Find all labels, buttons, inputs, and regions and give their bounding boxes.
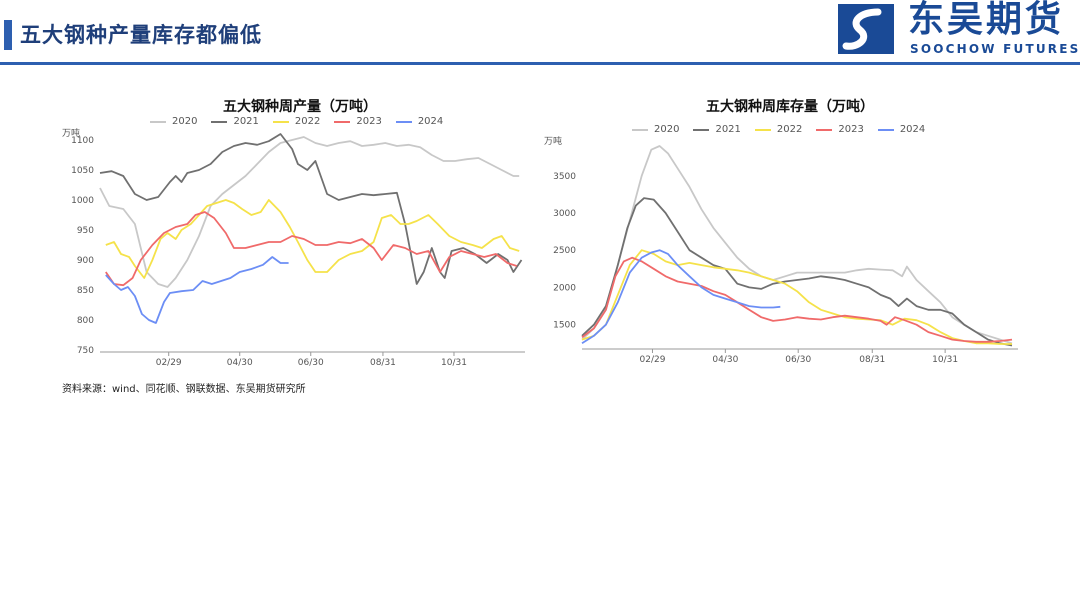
legend-swatch [632,128,648,131]
logo-mark-icon [838,4,894,54]
chart-legend: 2020 2021 2022 2023 2024 [632,124,925,135]
legend-label: 2022 [776,124,803,135]
x-tick-label: 06/30 [298,358,324,368]
chart-title: 五大钢种周产量（万吨） [223,99,377,115]
y-tick-label: 1000 [71,196,94,206]
legend-label: 2024 [417,116,444,127]
x-tick-label: 04/30 [712,355,738,365]
legend-item: 2024 [395,116,444,127]
legend-label: 2020 [654,124,680,135]
legend-item: 2021 [211,116,259,127]
legend-swatch [877,128,894,131]
chart-title: 五大钢种周库存量（万吨） [706,99,874,115]
legend-swatch [693,128,710,131]
legend-item: 2020 [632,124,679,135]
page-title: 五大钢种产量库存都偏低 [20,23,262,47]
logo-name-cn: 东吴期货 [908,0,1065,40]
legend-item: 2020 [150,116,197,127]
series-line-2020 [99,136,520,288]
x-tick-label: 02/29 [156,358,182,368]
y-tick-label: 3500 [553,172,576,182]
y-tick-label: 1100 [71,136,94,146]
legend-item: 2022 [754,124,803,135]
series-line-2020 [581,145,1013,345]
y-tick-label: 2000 [553,283,576,293]
legend-swatch [816,128,833,131]
y-tick-label: 800 [77,316,94,326]
x-tick-label: 10/31 [932,355,958,365]
y-axis-unit: 万吨 [544,137,563,147]
series-line-2021 [581,197,1013,347]
x-tick-label: 08/31 [859,355,885,365]
legend-item: 2024 [877,124,926,135]
legend-swatch [395,120,412,123]
legend-swatch [754,128,771,131]
legend-item: 2023 [816,124,864,135]
legend-label: 2024 [899,124,926,135]
page-header: 五大钢种产量库存都偏低 东吴期货 SOOCHOW FUTURES [0,0,1080,66]
legend-label: 2022 [294,116,321,127]
y-tick-label: 750 [77,346,94,356]
legend-label: 2020 [172,116,198,127]
legend-swatch [334,120,351,123]
series-line-2022 [581,249,1012,345]
production-plot: 750 800 850 900 950 1000 1050 1100 02/29 04/30 06/… [71,133,525,368]
legend-label: 2021 [715,124,741,135]
legend-swatch [211,120,228,123]
series-line-2023 [581,256,1013,343]
legend-swatch [150,120,166,123]
legend-label: 2021 [233,116,259,127]
legend-label: 2023 [356,116,382,127]
y-tick-label: 1050 [71,166,94,176]
production-chart: 五大钢种周产量（万吨） 2020 2021 2022 2023 2024 万吨 … [60,92,540,372]
series-line-2024 [105,256,289,324]
y-tick-label: 850 [77,286,94,296]
legend-item: 2022 [272,116,321,127]
logo-name-en: SOOCHOW FUTURES [910,42,1080,56]
company-logo: 东吴期货 SOOCHOW FUTURES [838,0,1078,56]
series-line-2024 [581,249,781,345]
y-tick-label: 3000 [553,209,576,219]
x-tick-label: 08/31 [370,358,396,368]
x-tick-label: 06/30 [785,355,811,365]
legend-label: 2023 [838,124,864,135]
y-tick-label: 900 [77,256,94,266]
inventory-chart: 五大钢种周库存量（万吨） 2020 2021 2022 2023 2024 万吨… [540,92,1040,377]
legend-swatch [272,120,289,123]
title-accent-bar [4,20,12,50]
data-source-note: 资料来源：wind、同花顺、钢联数据、东吴期货研究所 [62,384,306,395]
series-line-2022 [105,199,520,279]
y-axis-unit: 万吨 [62,129,81,139]
y-tick-label: 1500 [553,321,576,331]
y-tick-label: 950 [77,226,94,236]
legend-item: 2023 [334,116,382,127]
series-line-2021 [99,133,523,285]
series-line-2023 [105,211,518,287]
legend-item: 2021 [693,124,741,135]
y-tick-label: 2500 [553,246,576,256]
x-tick-label: 02/29 [640,355,666,365]
inventory-plot: 1500 2000 2500 3000 3500 02/29 04/30 06/30 08/31… [553,145,1018,365]
header-divider [0,62,1080,65]
x-tick-label: 04/30 [227,358,253,368]
chart-legend: 2020 2021 2022 2023 2024 [150,116,443,127]
x-tick-label: 10/31 [441,358,467,368]
